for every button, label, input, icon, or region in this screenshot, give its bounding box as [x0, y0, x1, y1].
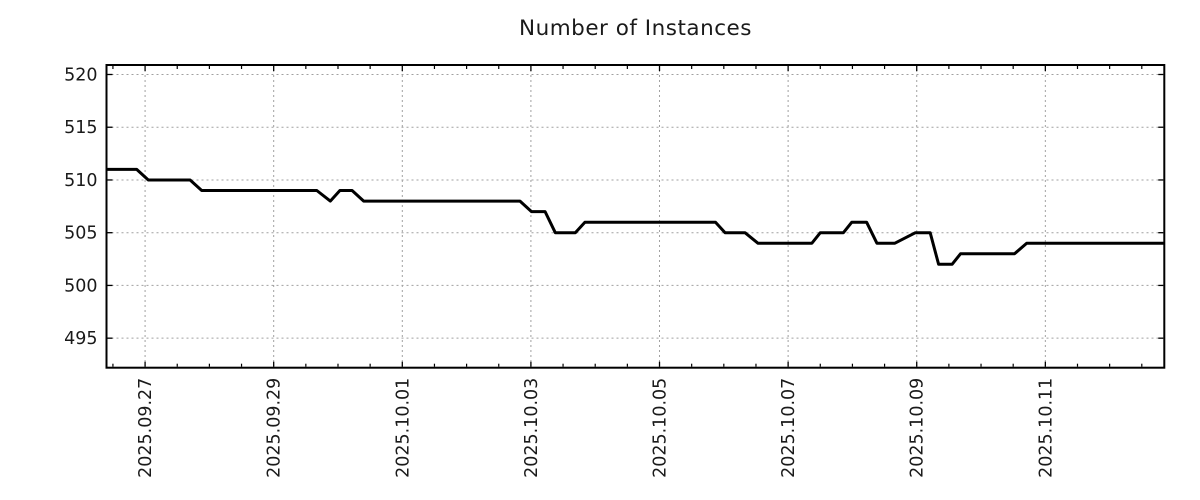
- x-tick-label: 2025.09.27: [136, 378, 156, 478]
- y-tick-label: 510: [64, 171, 97, 191]
- y-tick-label: 515: [64, 118, 97, 138]
- x-tick-label: 2025.10.09: [908, 378, 928, 478]
- y-tick-label: 505: [64, 224, 97, 244]
- chart-title: Number of Instances: [519, 16, 752, 41]
- x-tick-label: 2025.10.11: [1036, 378, 1056, 478]
- plot-border: [105, 64, 1166, 369]
- y-tick-label: 495: [64, 329, 97, 349]
- x-tick-label: 2025.10.07: [779, 378, 799, 478]
- x-tick-label: 2025.10.01: [393, 378, 413, 478]
- x-tick-label: 2025.10.05: [651, 378, 671, 478]
- x-tick-label: 2025.09.29: [265, 378, 285, 478]
- y-tick-label: 500: [64, 276, 97, 296]
- x-tick-label: 2025.10.03: [522, 378, 542, 478]
- series-line-instances: [106, 167, 1165, 266]
- y-tick-label: 520: [64, 65, 97, 85]
